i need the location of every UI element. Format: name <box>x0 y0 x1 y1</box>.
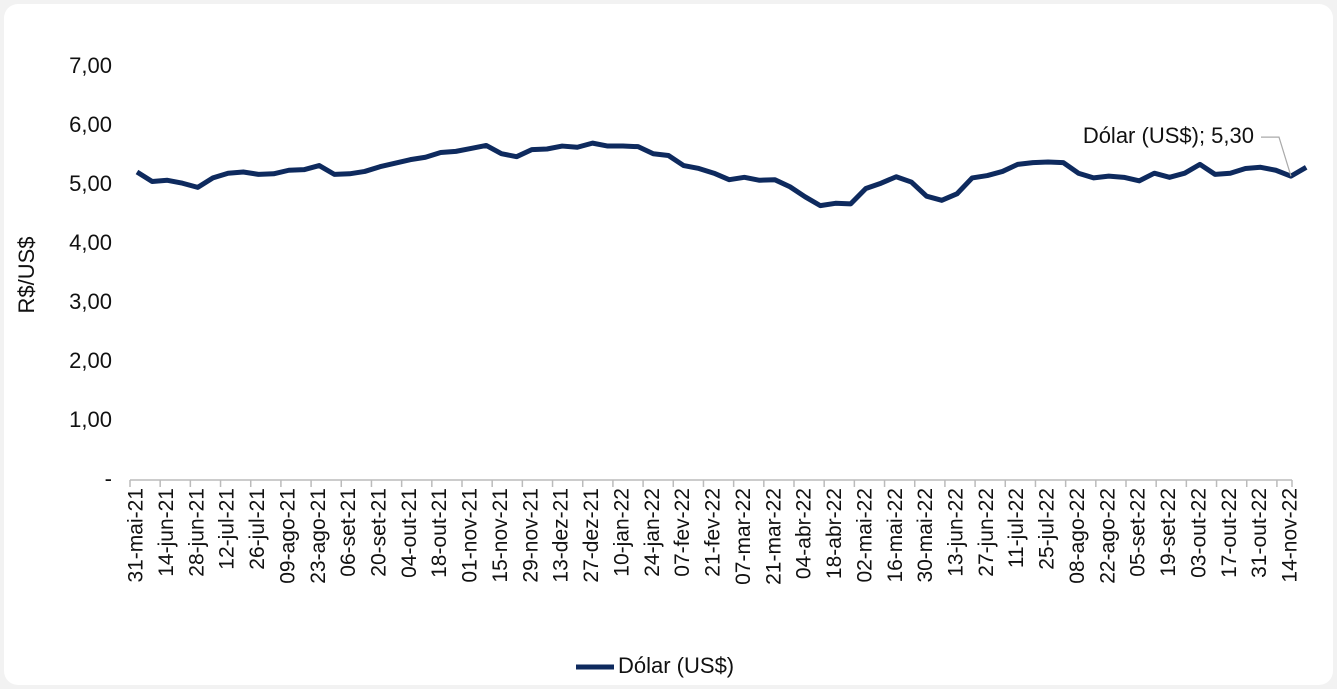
x-tick-label: 20-set-21 <box>367 488 390 577</box>
y-tick-label: 1,00 <box>69 407 112 432</box>
x-tick-label: 05-set-22 <box>1127 488 1150 577</box>
x-tick-label: 04-abr-22 <box>793 488 816 579</box>
x-tick-label: 21-mar-22 <box>762 488 785 585</box>
x-tick-label: 28-jun-21 <box>185 488 208 577</box>
x-tick-label: 13-jun-22 <box>944 488 967 577</box>
card <box>4 4 1333 685</box>
data-label: Dólar (US$); 5,30 <box>1083 123 1254 148</box>
y-tick-label: 5,00 <box>69 171 112 196</box>
x-tick-label: 12-jul-21 <box>216 488 239 570</box>
x-tick-label: 31-out-22 <box>1248 488 1271 578</box>
x-tick-label: 10-jan-22 <box>610 488 633 577</box>
x-tick-label: 24-jan-22 <box>641 488 664 577</box>
y-axis-label: R$/US$ <box>14 236 39 313</box>
x-tick-label: 13-dez-21 <box>550 488 573 583</box>
x-tick-label: 03-out-22 <box>1187 488 1210 578</box>
y-tick-label: - <box>105 466 112 491</box>
x-tick-label: 01-nov-21 <box>459 488 482 583</box>
x-tick-label: 11-jul-22 <box>1005 488 1028 568</box>
x-tick-label: 27-jun-22 <box>975 488 998 577</box>
y-tick-label: 7,00 <box>69 53 112 78</box>
y-tick-label: 4,00 <box>69 230 112 255</box>
x-tick-label: 04-out-21 <box>398 488 421 578</box>
y-tick-label: 2,00 <box>69 348 112 373</box>
x-tick-label: 27-dez-21 <box>580 488 603 583</box>
x-tick-label: 22-ago-22 <box>1096 488 1119 584</box>
leader-line <box>1261 136 1292 177</box>
x-tick-label: 21-fev-22 <box>702 488 725 577</box>
x-tick-label: 14-jun-21 <box>155 488 178 577</box>
y-tick-label: 3,00 <box>69 289 112 314</box>
x-tick-label: 26-jul-21 <box>246 488 269 570</box>
x-tick-label: 31-mai-21 <box>125 488 148 583</box>
x-tick-label: 02-mai-22 <box>853 488 876 583</box>
x-tick-label: 30-mai-22 <box>914 488 937 583</box>
legend-label: Dólar (US$) <box>618 653 734 678</box>
x-tick-label: 23-ago-21 <box>307 488 330 584</box>
x-tick-label: 07-mar-22 <box>732 488 755 585</box>
x-tick-label: 18-out-21 <box>428 488 451 578</box>
x-tick-label: 08-ago-22 <box>1066 488 1089 584</box>
x-tick-label: 06-set-21 <box>337 488 360 577</box>
line <box>135 140 1308 209</box>
x-tick-label: 29-nov-21 <box>519 488 542 583</box>
x-tick-label: 17-out-22 <box>1218 488 1241 578</box>
x-tick-label: 14-nov-22 <box>1279 488 1302 583</box>
x-tick-label: 18-abr-22 <box>823 488 846 579</box>
x-tick-label: 25-jul-22 <box>1036 488 1059 570</box>
x-tick-label: 16-mai-22 <box>884 488 907 583</box>
x-tick-label: 09-ago-21 <box>276 488 299 584</box>
x-tick-label: 07-fev-22 <box>671 488 694 577</box>
x-tick-label: 15-nov-21 <box>489 488 512 583</box>
x-tick-label: 19-set-22 <box>1157 488 1180 577</box>
y-tick-label: 6,00 <box>69 112 112 137</box>
